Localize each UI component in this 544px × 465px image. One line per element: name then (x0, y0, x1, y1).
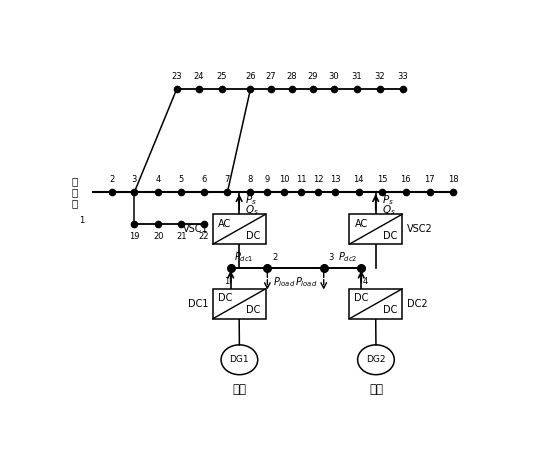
Text: 4: 4 (156, 175, 161, 184)
Text: DC: DC (246, 231, 261, 241)
Bar (213, 289, 265, 319)
Text: AC: AC (355, 219, 368, 229)
Text: 3: 3 (328, 252, 333, 262)
Text: $Q_s$: $Q_s$ (382, 204, 395, 218)
Text: VSC2: VSC2 (407, 224, 432, 234)
Text: $Q_s$: $Q_s$ (245, 204, 259, 218)
Text: 12: 12 (313, 175, 324, 184)
Text: 22: 22 (199, 232, 209, 241)
Text: 29: 29 (307, 72, 318, 81)
Text: 17: 17 (424, 175, 435, 184)
Text: 7: 7 (225, 175, 230, 184)
Text: 6: 6 (201, 175, 207, 184)
Text: DC: DC (383, 231, 397, 241)
Text: 1: 1 (224, 277, 230, 286)
Text: 20: 20 (153, 232, 164, 241)
Text: 19: 19 (129, 232, 140, 241)
Text: 33: 33 (397, 72, 408, 81)
Text: $P_{dc2}$: $P_{dc2}$ (338, 250, 357, 264)
Text: VSC1: VSC1 (183, 224, 208, 234)
Text: 9: 9 (265, 175, 270, 184)
Text: 16: 16 (400, 175, 411, 184)
Text: 27: 27 (265, 72, 276, 81)
Text: 4: 4 (362, 277, 368, 286)
Text: DC: DC (246, 306, 261, 315)
Text: 31: 31 (351, 72, 362, 81)
Text: DC1: DC1 (188, 299, 208, 309)
Text: DG2: DG2 (366, 355, 386, 364)
Text: 26: 26 (245, 72, 256, 81)
Text: 5: 5 (178, 175, 184, 184)
Bar (349, 289, 402, 319)
Text: $P_{load}$: $P_{load}$ (273, 276, 296, 290)
Text: DC: DC (383, 306, 397, 315)
Text: DC2: DC2 (407, 299, 427, 309)
Text: AC: AC (218, 219, 232, 229)
Text: 25: 25 (217, 72, 227, 81)
Text: $P_s$: $P_s$ (382, 193, 393, 207)
Bar (349, 214, 402, 244)
Text: DC: DC (218, 293, 232, 304)
Text: 3: 3 (132, 175, 137, 184)
Text: 13: 13 (330, 175, 341, 184)
Text: 15: 15 (376, 175, 387, 184)
Text: 1: 1 (79, 216, 84, 225)
Text: 11: 11 (296, 175, 306, 184)
Text: 储能: 储能 (369, 383, 383, 396)
Text: 光伏: 光伏 (232, 383, 246, 396)
Text: 2: 2 (109, 175, 114, 184)
Text: 30: 30 (329, 72, 339, 81)
Text: DC: DC (354, 293, 369, 304)
Text: 变
电
站: 变 电 站 (72, 176, 78, 208)
Text: $P_{load}$: $P_{load}$ (295, 276, 318, 290)
Text: 21: 21 (176, 232, 187, 241)
Text: 23: 23 (171, 72, 182, 81)
Text: 2: 2 (272, 252, 277, 262)
Text: $P_{dc1}$: $P_{dc1}$ (234, 250, 254, 264)
Text: 14: 14 (353, 175, 364, 184)
Text: 32: 32 (374, 72, 385, 81)
Text: 10: 10 (279, 175, 289, 184)
Text: 8: 8 (248, 175, 253, 184)
Text: 24: 24 (193, 72, 204, 81)
Text: $P_s$: $P_s$ (245, 193, 257, 207)
Text: 18: 18 (448, 175, 458, 184)
Text: DG1: DG1 (230, 355, 249, 364)
Text: 28: 28 (286, 72, 297, 81)
Bar (213, 214, 265, 244)
